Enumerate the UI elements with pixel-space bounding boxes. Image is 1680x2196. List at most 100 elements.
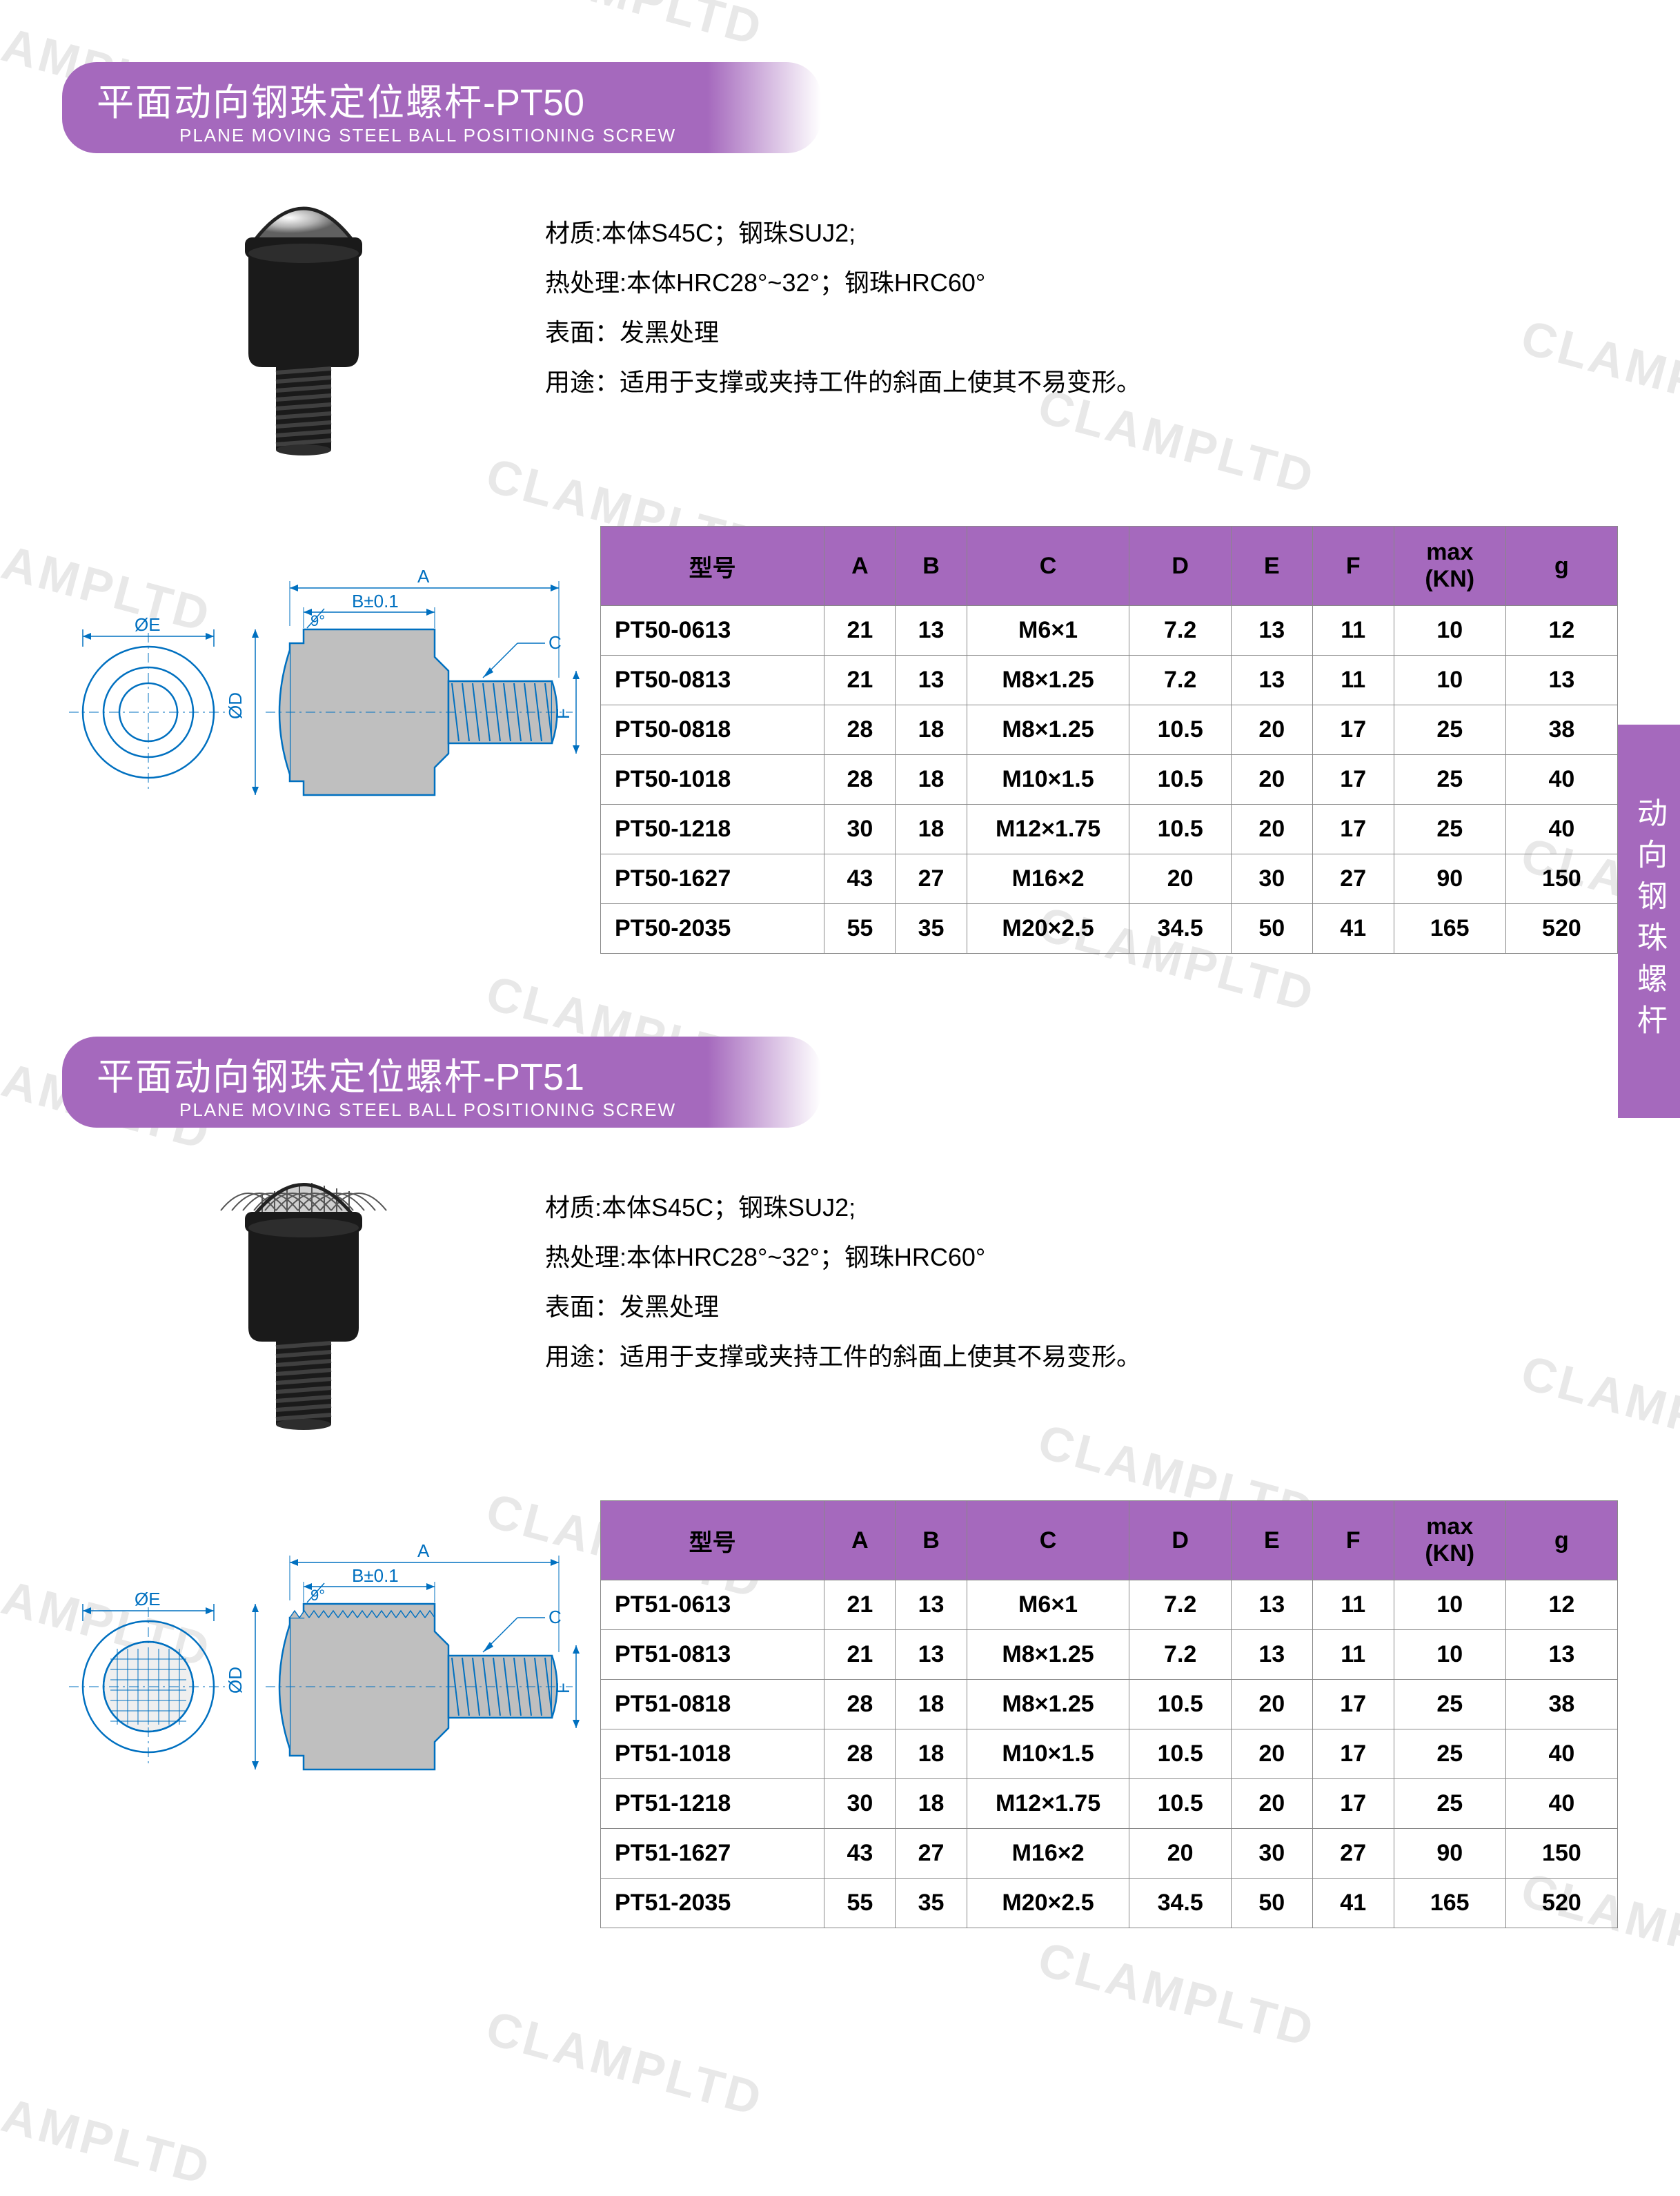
spec-line: 材质:本体S45C；钢珠SUJ2; xyxy=(545,208,1141,258)
table-cell: 35 xyxy=(896,1879,967,1928)
table-cell: 20 xyxy=(1129,1829,1231,1879)
table-cell: 7.2 xyxy=(1129,1580,1231,1630)
table-cell: PT50-1627 xyxy=(601,854,824,904)
title-cn: 平面动向钢珠定位螺杆 xyxy=(97,82,483,124)
col-header: A xyxy=(824,1501,896,1580)
col-header: E xyxy=(1231,1501,1312,1580)
col-header: 型号 xyxy=(601,1501,824,1580)
svg-text:9°: 9° xyxy=(310,612,325,629)
specs-text: 材质:本体S45C；钢珠SUJ2;热处理:本体HRC28°~32°；钢珠HRC6… xyxy=(545,1155,1141,1382)
product-photo xyxy=(62,181,545,471)
table-cell: 28 xyxy=(824,705,896,755)
spec-line: 表面：发黑处理 xyxy=(545,1282,1141,1332)
table-cell: 13 xyxy=(1505,1630,1617,1680)
table-cell: 35 xyxy=(896,904,967,954)
table-cell: 21 xyxy=(824,1630,896,1680)
product-section: 平面动向钢珠定位螺杆-PT51 PLANE MOVING STEEL BALL … xyxy=(62,1037,1618,1928)
table-cell: 13 xyxy=(1231,1580,1312,1630)
svg-text:B±0.1: B±0.1 xyxy=(352,591,399,611)
table-cell: 27 xyxy=(896,1829,967,1879)
svg-text:F: F xyxy=(553,708,573,719)
table-cell: 12 xyxy=(1505,1580,1617,1630)
table-cell: 20 xyxy=(1231,705,1312,755)
table-cell: PT50-0613 xyxy=(601,606,824,656)
table-cell: 30 xyxy=(824,1779,896,1829)
table-cell: 20 xyxy=(1231,1729,1312,1779)
title-code: -PT50 xyxy=(483,82,584,124)
table-cell: 10.5 xyxy=(1129,755,1231,805)
table-cell: 50 xyxy=(1231,1879,1312,1928)
table-cell: 18 xyxy=(896,1779,967,1829)
table-cell: 10.5 xyxy=(1129,1729,1231,1779)
table-cell: 13 xyxy=(1231,606,1312,656)
table-cell: 10.5 xyxy=(1129,805,1231,854)
table-cell: M20×2.5 xyxy=(967,1879,1129,1928)
svg-text:ØD: ØD xyxy=(225,692,246,719)
table-row: PT51-20355535M20×2.534.55041165520 xyxy=(601,1879,1618,1928)
table-cell: 34.5 xyxy=(1129,904,1231,954)
table-cell: 27 xyxy=(896,854,967,904)
table-cell: PT51-0613 xyxy=(601,1580,824,1630)
table-cell: 40 xyxy=(1505,1779,1617,1829)
table-cell: 520 xyxy=(1505,1879,1617,1928)
table-cell: PT51-1018 xyxy=(601,1729,824,1779)
watermark: CLAMPLTD xyxy=(1033,1931,1321,2058)
table-row: PT50-20355535M20×2.534.55041165520 xyxy=(601,904,1618,954)
table-cell: PT50-2035 xyxy=(601,904,824,954)
svg-text:ØE: ØE xyxy=(135,1589,161,1609)
table-cell: M16×2 xyxy=(967,854,1129,904)
svg-text:F: F xyxy=(553,1683,573,1694)
table-cell: 10 xyxy=(1394,1580,1505,1630)
table-cell: 10 xyxy=(1394,656,1505,705)
table-cell: 25 xyxy=(1394,755,1505,805)
table-cell: 38 xyxy=(1505,1680,1617,1729)
table-cell: M8×1.25 xyxy=(967,656,1129,705)
table-cell: PT51-1218 xyxy=(601,1779,824,1829)
table-cell: 55 xyxy=(824,1879,896,1928)
table-cell: 12 xyxy=(1505,606,1617,656)
table-cell: 30 xyxy=(1231,854,1312,904)
svg-text:B±0.1: B±0.1 xyxy=(352,1565,399,1586)
table-row: PT51-08182818M8×1.2510.520172538 xyxy=(601,1680,1618,1729)
col-header: max(KN) xyxy=(1394,527,1505,606)
table-cell: 41 xyxy=(1312,1879,1394,1928)
spec-table: 型号ABCDEFmax(KN)gPT50-06132113M6×17.21311… xyxy=(600,526,1618,954)
table-cell: 18 xyxy=(896,805,967,854)
table-cell: 20 xyxy=(1231,1680,1312,1729)
table-cell: 28 xyxy=(824,1680,896,1729)
table-cell: M8×1.25 xyxy=(967,1630,1129,1680)
table-cell: 13 xyxy=(896,1630,967,1680)
table-cell: 20 xyxy=(1129,854,1231,904)
table-cell: PT51-1627 xyxy=(601,1829,824,1879)
spec-line: 表面：发黑处理 xyxy=(545,308,1141,357)
table-cell: 43 xyxy=(824,1829,896,1879)
title-en: PLANE MOVING STEEL BALL POSITIONING SCRE… xyxy=(97,1099,787,1121)
col-header: g xyxy=(1505,527,1617,606)
table-cell: 38 xyxy=(1505,705,1617,755)
table-cell: 13 xyxy=(896,656,967,705)
table-row: PT50-12183018M12×1.7510.520172540 xyxy=(601,805,1618,854)
col-header: B xyxy=(896,527,967,606)
table-row: PT50-06132113M6×17.213111012 xyxy=(601,606,1618,656)
technical-diagram: ØE ØD F A B±0.1 xyxy=(62,1500,600,1821)
spec-table: 型号ABCDEFmax(KN)gPT51-06132113M6×17.21311… xyxy=(600,1500,1618,1928)
table-cell: 20 xyxy=(1231,805,1312,854)
table-cell: 17 xyxy=(1312,1680,1394,1729)
col-header: C xyxy=(967,527,1129,606)
table-cell: 40 xyxy=(1505,1729,1617,1779)
table-cell: M6×1 xyxy=(967,606,1129,656)
table-cell: 30 xyxy=(1231,1829,1312,1879)
table-cell: 7.2 xyxy=(1129,1630,1231,1680)
table-cell: 27 xyxy=(1312,1829,1394,1879)
table-cell: 10 xyxy=(1394,606,1505,656)
table-cell: 28 xyxy=(824,755,896,805)
col-header: E xyxy=(1231,527,1312,606)
table-row: PT50-16274327M16×220302790150 xyxy=(601,854,1618,904)
table-cell: 7.2 xyxy=(1129,606,1231,656)
table-cell: 10.5 xyxy=(1129,1779,1231,1829)
table-cell: 17 xyxy=(1312,805,1394,854)
table-cell: 13 xyxy=(1505,656,1617,705)
svg-text:C: C xyxy=(549,1607,562,1627)
table-row: PT51-06132113M6×17.213111012 xyxy=(601,1580,1618,1630)
table-cell: 17 xyxy=(1312,705,1394,755)
